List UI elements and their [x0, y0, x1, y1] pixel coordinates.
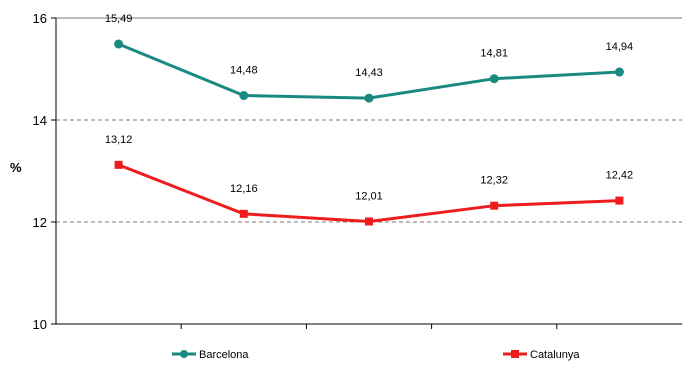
y-tick-label: 14 [33, 113, 47, 128]
data-label: 14,94 [606, 41, 634, 53]
data-point [114, 39, 124, 49]
y-tick-label: 12 [33, 215, 47, 230]
data-label: 12,32 [480, 175, 508, 187]
series: 15,49 14,48 14,43 14,81 14,94 13,12 12,16 12,01… [105, 13, 634, 226]
data-point [615, 196, 624, 205]
data-point [364, 93, 374, 103]
data-label: 12,01 [355, 190, 383, 202]
data-label: 14,48 [230, 65, 258, 77]
legend-item-barcelona: Barcelona [172, 349, 249, 361]
data-point [239, 91, 249, 101]
data-point [114, 160, 123, 169]
axes: 10 12 14 16 [33, 11, 682, 332]
data-point [239, 209, 248, 218]
legend-label: Catalunya [530, 349, 580, 361]
series-barcelona: 15,49 14,48 14,43 14,81 14,94 [105, 13, 634, 103]
grid [56, 17, 682, 223]
data-label: 12,42 [606, 170, 634, 182]
legend: Barcelona Catalunya [172, 349, 580, 361]
data-label: 15,49 [105, 13, 133, 25]
legend-marker [180, 350, 188, 358]
data-point [490, 201, 499, 210]
y-tick-label: 16 [33, 11, 47, 26]
data-label: 14,81 [480, 48, 508, 60]
legend-item-catalunya: Catalunya [503, 349, 580, 361]
series-catalunya: 13,12 12,16 12,01 12,32 12,42 [105, 134, 633, 226]
y-tick-label: 10 [33, 317, 47, 332]
y-axis-label: % [10, 160, 22, 175]
data-point [614, 67, 624, 77]
data-label: 14,43 [355, 67, 383, 79]
data-label: 12,16 [230, 183, 258, 195]
data-point [365, 217, 373, 226]
legend-marker [511, 350, 519, 358]
data-point [489, 74, 499, 84]
data-label: 13,12 [105, 134, 133, 146]
legend-label: Barcelona [199, 349, 249, 361]
